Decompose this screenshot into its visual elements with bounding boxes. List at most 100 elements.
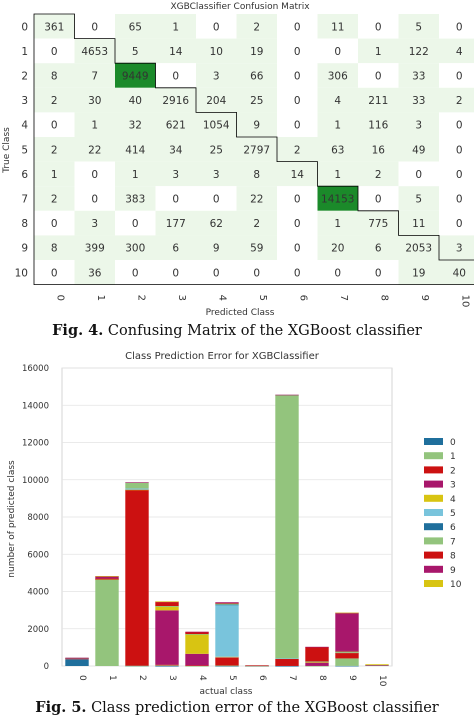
bar-x-tick-label: 4 <box>197 675 207 681</box>
cm-y-tick-label: 7 <box>21 194 28 206</box>
cm-cell-value: 5 <box>415 194 422 206</box>
bar-segment <box>155 610 179 665</box>
legend-swatch <box>424 452 443 460</box>
cm-cell <box>439 38 474 64</box>
cm-cell <box>196 161 237 187</box>
cm-cell-value: 1 <box>132 169 139 181</box>
legend-swatch <box>424 551 443 559</box>
fig4-label: Fig. 4. <box>52 322 104 339</box>
cm-cell-value: 0 <box>415 169 422 181</box>
cm-cell-value: 4 <box>334 95 341 107</box>
cm-cell-value: 11 <box>412 218 425 230</box>
cm-cell <box>196 112 237 137</box>
bar-segment <box>215 657 239 666</box>
cm-cell <box>196 186 237 211</box>
cm-cell <box>155 63 196 88</box>
cm-cell-value: 19 <box>250 46 263 58</box>
fig5-caption: Fig. 5. Class prediction error of the XG… <box>0 699 474 716</box>
cm-cell <box>277 112 318 137</box>
cm-cell-value: 0 <box>294 243 301 255</box>
cm-cell-value: 33 <box>412 95 425 107</box>
cm-cell <box>155 112 196 137</box>
cm-cell <box>34 186 75 211</box>
cm-x-tick-label: 8 <box>378 295 389 301</box>
cm-cell-value: 1 <box>91 120 98 132</box>
cm-y-tick-label: 8 <box>21 218 28 230</box>
legend-label: 0 <box>450 438 456 448</box>
cm-cell <box>398 38 439 64</box>
cm-cells: 361 0 65 1 0 2 0 11 0 5 00 4653 5 14 10 19 0 0 1 122 48 7 9449… <box>33 13 474 285</box>
cm-cell-value: 0 <box>334 267 341 279</box>
cm-x-tick-label: 3 <box>176 295 187 301</box>
cm-cell-value: 11 <box>331 21 344 33</box>
bar-segment <box>275 658 299 660</box>
cm-cell-value: 19 <box>412 267 425 279</box>
cm-cell <box>398 161 439 187</box>
cm-cell <box>317 137 358 162</box>
cm-cell-value: 40 <box>453 267 466 279</box>
bar-segment <box>335 650 359 652</box>
cm-cell-value: 116 <box>368 120 388 132</box>
bar-segment <box>335 651 359 653</box>
cm-x-axis-label: Predicted Class <box>206 308 275 318</box>
bar-y-tick-label: 10000 <box>22 476 49 486</box>
cm-cell <box>317 38 358 64</box>
cm-cell <box>236 260 277 285</box>
legend-label: 5 <box>450 509 456 519</box>
cm-cell <box>155 38 196 64</box>
bar-segment <box>155 606 179 611</box>
cm-y-tick-label: 2 <box>21 71 28 83</box>
bar-y-tick-label: 14000 <box>22 401 49 411</box>
cm-cell <box>277 137 318 162</box>
bar-x-tick-label: 0 <box>77 675 87 681</box>
cm-y-ticks: 0 1 2 3 4 5 6 7 8 9 10 <box>15 21 29 279</box>
cm-cell <box>196 260 237 285</box>
cm-cell-value: 2 <box>51 144 58 156</box>
legend-label: 7 <box>450 537 456 547</box>
cm-cell-value: 0 <box>51 46 58 58</box>
cm-cell <box>196 63 237 88</box>
bar-segment <box>155 665 179 667</box>
bar-segment <box>125 488 149 490</box>
legend-label: 8 <box>450 552 456 562</box>
bar-segment <box>95 579 119 666</box>
cm-cell <box>277 38 318 64</box>
cm-y-tick-label: 9 <box>21 243 28 255</box>
cm-cell <box>439 87 474 113</box>
cm-x-tick-label: 4 <box>216 295 227 301</box>
cm-cell <box>74 260 115 285</box>
bar-segment <box>245 665 269 666</box>
cm-cell-value: 0 <box>91 169 98 181</box>
cm-cell <box>439 63 474 88</box>
legend-label: 2 <box>450 466 456 476</box>
cm-cell-value: 0 <box>375 267 382 279</box>
cm-cell-value: 2 <box>253 21 260 33</box>
cm-cell-value: 0 <box>456 218 463 230</box>
bar-segment <box>185 634 209 654</box>
cm-cell-value: 0 <box>294 120 301 132</box>
bar-y-tick-label: 6000 <box>27 550 49 560</box>
cm-cell <box>74 87 115 113</box>
cm-y-tick-label: 3 <box>21 95 28 107</box>
cm-cell-value: 2 <box>253 218 260 230</box>
cm-cell <box>358 137 399 162</box>
cm-cell-value: 5 <box>132 46 139 58</box>
fig5-text: Class prediction error of the XGBoost cl… <box>86 700 439 716</box>
bar-y-tick-label: 2000 <box>27 625 49 635</box>
bar-segment <box>305 661 329 663</box>
cm-cell <box>34 260 75 285</box>
bar-segment <box>335 658 359 666</box>
cm-cell-value: 65 <box>129 21 142 33</box>
bar-segment <box>215 665 239 667</box>
cm-cell <box>358 235 399 260</box>
bar-y-tick-label: 0 <box>44 662 49 672</box>
cm-cell-value: 30 <box>88 95 101 107</box>
cm-cell <box>358 186 399 211</box>
bar-stacks <box>65 394 389 667</box>
fig5-label: Fig. 5. <box>35 699 87 716</box>
cm-cell-value: 5 <box>415 21 422 33</box>
cm-cell-value: 34 <box>169 144 183 156</box>
cm-cell-value: 25 <box>250 95 263 107</box>
bar-segment <box>275 394 299 659</box>
bar-segment <box>185 653 209 666</box>
